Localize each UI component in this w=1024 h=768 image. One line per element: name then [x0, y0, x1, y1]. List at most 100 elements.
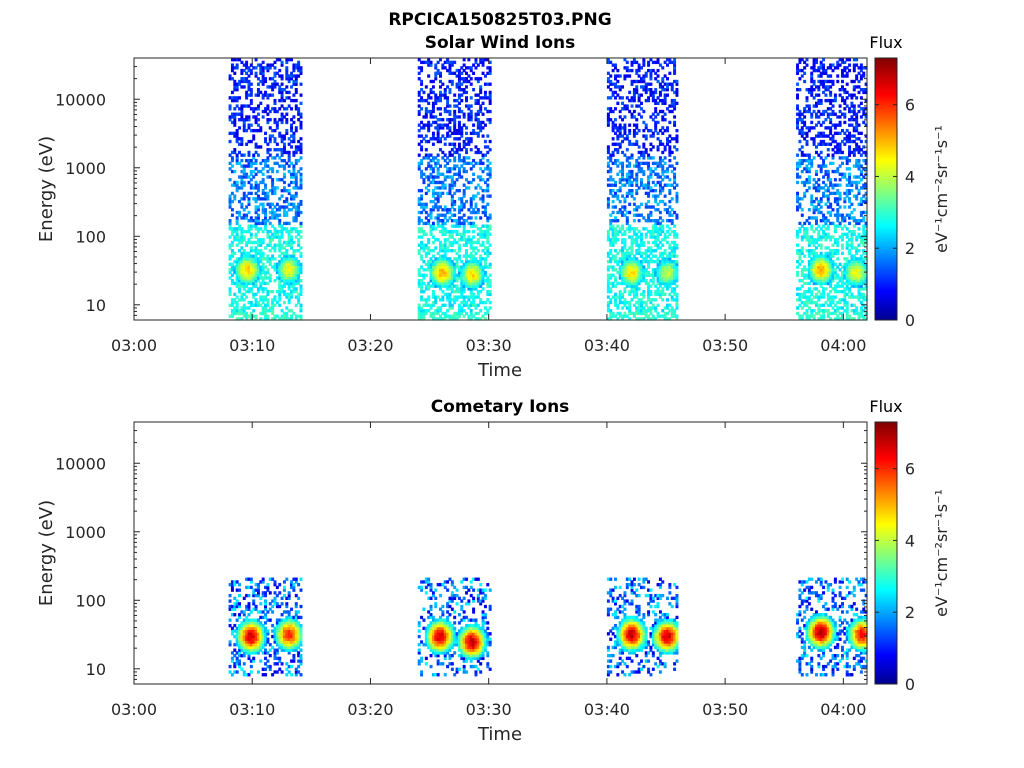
heatmap-cell: [256, 112, 260, 116]
heatmap-cell: [434, 126, 438, 130]
heatmap-cell: [614, 90, 617, 95]
heatmap-cell: [249, 240, 253, 245]
heatmap-cell: [800, 249, 804, 253]
heatmap-cell: [460, 148, 464, 152]
heatmap-cell: [481, 156, 485, 160]
heatmap-cell: [436, 68, 440, 73]
heatmap-cell: [798, 303, 802, 307]
heatmap-cell: [431, 303, 435, 307]
heatmap-cell: [256, 197, 260, 201]
heatmap-cell: [247, 123, 251, 127]
heatmap-cell: [630, 156, 634, 160]
heatmap-cell: [836, 79, 840, 84]
heatmap-cell: [479, 232, 483, 236]
heatmap-cell: [280, 243, 284, 247]
heatmap-cell: [625, 216, 629, 220]
heatmap-cell: [294, 191, 298, 196]
heatmap-cell: [273, 161, 277, 166]
heatmap-cell: [233, 71, 237, 75]
heatmap-cell: [488, 281, 492, 286]
heatmap-cell: [280, 139, 284, 144]
heatmap-cell: [838, 197, 842, 201]
heatmap-cell: [628, 164, 632, 168]
heatmap-cell: [436, 213, 440, 217]
heatmap-cell: [817, 243, 821, 247]
heatmap-cell: [285, 295, 289, 299]
heatmap-cell: [261, 74, 265, 78]
heatmap-cell: [651, 169, 655, 174]
heatmap-cell: [230, 68, 234, 73]
heatmap-cell: [278, 281, 282, 286]
heatmap-cell: [623, 257, 627, 261]
heatmap-cell: [290, 257, 294, 261]
heatmap-cell: [230, 240, 234, 245]
heatmap-cell: [822, 311, 826, 316]
heatmap-cell: [479, 265, 483, 269]
heatmap-cell: [838, 142, 842, 146]
heatmap-cell: [618, 178, 622, 182]
heatmap-cell: [661, 314, 665, 318]
heatmap-cell: [424, 134, 428, 138]
heatmap-cell: [252, 175, 256, 179]
heatmap-cell: [252, 281, 256, 286]
heatmap-cell: [273, 268, 277, 272]
heatmap-cell: [429, 172, 433, 176]
heatmap-cell: [819, 246, 823, 250]
heatmap-cell: [658, 265, 662, 269]
heatmap-cell: [240, 317, 244, 321]
heatmap-cell: [292, 216, 296, 220]
heatmap-cell: [628, 284, 632, 288]
heatmap-cell: [297, 259, 301, 264]
heatmap-cell: [278, 98, 282, 103]
heatmap-cell: [278, 164, 282, 168]
heatmap-cell: [273, 279, 277, 283]
heatmap-cell: [462, 123, 466, 127]
heatmap-cell: [817, 142, 821, 146]
heatmap-cell: [656, 180, 660, 185]
heatmap-cell: [829, 98, 833, 103]
heatmap-cell: [467, 107, 471, 111]
heatmap-cell: [453, 120, 457, 125]
heatmap-cell: [673, 104, 677, 108]
heatmap-cell: [453, 276, 457, 280]
heatmap-cell: [420, 309, 424, 313]
heatmap-cell: [840, 216, 844, 220]
heatmap-cell: [800, 120, 804, 125]
heatmap-cell: [840, 150, 844, 155]
heatmap-cell: [824, 227, 828, 231]
heatmap-cell: [285, 161, 289, 166]
heatmap-cell: [630, 257, 634, 261]
heatmap-cell: [625, 300, 629, 305]
heatmap-cell: [439, 205, 442, 209]
heatmap-cell: [242, 63, 246, 67]
heatmap-cell: [462, 284, 466, 288]
heatmap-cell: [668, 273, 672, 277]
heatmap-cell: [254, 268, 258, 272]
heatmap-cell: [476, 161, 480, 166]
heatmap-cell: [831, 153, 835, 157]
heatmap-cell: [424, 309, 428, 313]
heatmap-cell: [290, 161, 294, 166]
heatmap-cell: [661, 257, 665, 261]
heatmap-cell: [621, 205, 625, 209]
heatmap-cell: [481, 235, 485, 239]
heatmap-cell: [299, 309, 303, 313]
heatmap-cell: [450, 60, 454, 65]
heatmap-cell: [625, 259, 629, 264]
heatmap-cell: [483, 210, 487, 215]
heatmap-cell: [439, 265, 442, 269]
heatmap-cell: [441, 303, 445, 307]
heatmap-cell: [427, 309, 431, 313]
heatmap-cell: [640, 183, 643, 187]
heatmap-cell: [632, 60, 636, 65]
heatmap-cell: [838, 311, 842, 316]
heatmap-cell: [233, 306, 237, 310]
heatmap-cell: [448, 60, 452, 65]
heatmap-cell: [420, 265, 424, 269]
heatmap-cell: [838, 178, 842, 182]
heatmap-cell: [460, 268, 464, 272]
heatmap-cell: [618, 145, 622, 149]
heatmap-cell: [829, 276, 833, 280]
heatmap-cell: [656, 137, 660, 141]
heatmap-cell: [812, 317, 816, 321]
